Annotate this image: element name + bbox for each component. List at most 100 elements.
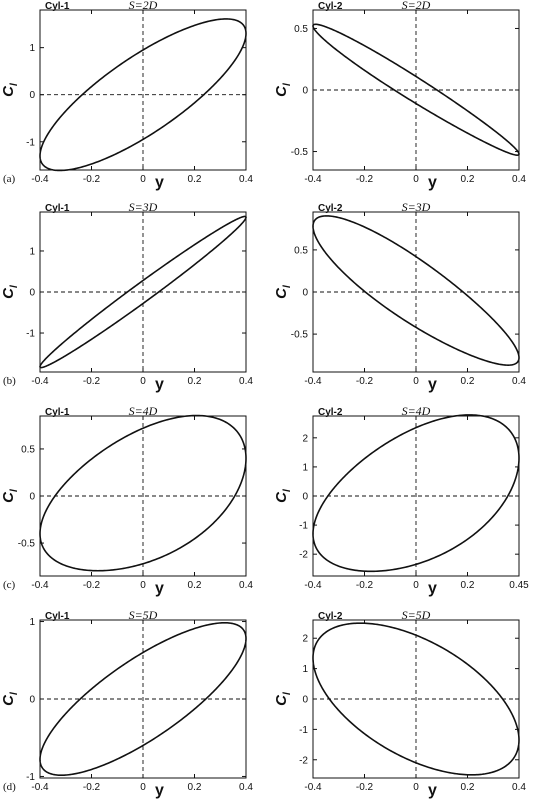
row-tag: (b) bbox=[3, 375, 16, 387]
y-tick-label: -1 bbox=[26, 137, 35, 148]
x-tick-label: -0.4 bbox=[31, 376, 49, 387]
y-axis-label: Cl bbox=[0, 692, 20, 706]
series-loop-1 bbox=[39, 621, 247, 777]
y-tick-label: 0.5 bbox=[294, 245, 308, 256]
y-tick-label: 2 bbox=[302, 634, 308, 645]
row-tag: (c) bbox=[3, 579, 16, 591]
y-tick-label: 0 bbox=[29, 492, 35, 503]
x-tick-label: -0.4 bbox=[31, 782, 49, 793]
y-axis-label: Cl bbox=[273, 489, 293, 503]
series-loop-1 bbox=[312, 622, 520, 776]
row-tag: (d) bbox=[3, 781, 16, 793]
y-tick-label: 0 bbox=[302, 492, 308, 503]
x-tick-label: -0.2 bbox=[83, 376, 101, 387]
panel-subtitle: S=2D bbox=[402, 0, 431, 12]
x-tick-label: 0.4 bbox=[512, 174, 526, 185]
y-axis-label: Cl bbox=[0, 489, 20, 503]
y-tick-label: -0.5 bbox=[291, 147, 309, 158]
y-tick-label: -2 bbox=[299, 550, 308, 561]
y-axis-label: Cl bbox=[0, 285, 20, 299]
x-tick-label: 0.45 bbox=[509, 580, 529, 591]
chart-panel-1: -0.4 -0.2 0 0.2 0.4 1 0 -1 Cyl-1 S=2D y Cl (a) bbox=[0, 0, 253, 191]
x-axis-label: y bbox=[428, 174, 437, 191]
y-axis-label: Cl bbox=[0, 83, 20, 97]
x-tick-label: -0.2 bbox=[356, 174, 374, 185]
x-axis-label: y bbox=[155, 782, 164, 799]
panel-title: Cyl-2 bbox=[318, 203, 343, 214]
panel-title: Cyl-1 bbox=[45, 611, 70, 622]
y-axis-label: Cl bbox=[273, 692, 293, 706]
panel-subtitle: S=4D bbox=[402, 404, 431, 418]
y-tick-label: -1 bbox=[26, 329, 35, 340]
y-tick-label: 0 bbox=[29, 288, 35, 299]
x-tick-label: 0.4 bbox=[512, 782, 526, 793]
y-tick-label: 0 bbox=[29, 90, 35, 101]
y-axis-label-subscript: l bbox=[282, 692, 293, 695]
x-tick-label: 0 bbox=[140, 782, 146, 793]
y-tick-label: -0.5 bbox=[291, 330, 309, 341]
x-tick-label: 0.4 bbox=[239, 782, 253, 793]
series-loop-1 bbox=[39, 215, 247, 369]
x-axis-label: y bbox=[155, 174, 164, 191]
x-tick-label: 0.2 bbox=[188, 580, 202, 591]
panel-subtitle: S=5D bbox=[402, 608, 431, 622]
y-tick-label: 0.5 bbox=[21, 444, 35, 455]
x-tick-label: -0.2 bbox=[83, 580, 101, 591]
x-tick-label: -0.2 bbox=[356, 580, 374, 591]
x-tick-label: -0.2 bbox=[83, 782, 101, 793]
x-tick-label: 0.4 bbox=[239, 580, 253, 591]
y-tick-label: 1 bbox=[302, 664, 308, 675]
panel-title: Cyl-1 bbox=[45, 203, 70, 214]
y-tick-label: 0 bbox=[302, 288, 308, 299]
y-tick-label: 0 bbox=[29, 695, 35, 706]
panel-subtitle: S=5D bbox=[129, 608, 158, 622]
x-tick-label: 0 bbox=[140, 174, 146, 185]
y-axis-label-subscript: l bbox=[9, 83, 20, 86]
x-tick-label: -0.2 bbox=[356, 782, 374, 793]
x-tick-label: 0 bbox=[413, 580, 419, 591]
y-tick-label: 0 bbox=[302, 86, 308, 97]
y-tick-label: -1 bbox=[299, 725, 308, 736]
x-tick-label: -0.2 bbox=[83, 174, 101, 185]
series-loop-1 bbox=[39, 414, 247, 572]
y-tick-label: 0.5 bbox=[294, 24, 308, 35]
y-tick-label: -2 bbox=[299, 755, 308, 766]
x-tick-label: 0 bbox=[413, 174, 419, 185]
x-tick-label: 0 bbox=[413, 376, 419, 387]
x-tick-label: -0.4 bbox=[304, 174, 322, 185]
x-tick-label: 0.2 bbox=[461, 174, 475, 185]
chart-panel-6: -0.4 -0.2 0 0.2 0.45 2 1 0 -1 -2 Cyl-2 S=4D y Cl bbox=[273, 404, 529, 597]
y-tick-label: 1 bbox=[29, 246, 35, 257]
x-tick-label: 0.2 bbox=[188, 376, 202, 387]
panel-subtitle: S=2D bbox=[129, 0, 158, 12]
panel-title: Cyl-2 bbox=[318, 611, 343, 622]
x-axis-label: y bbox=[428, 580, 437, 597]
y-axis-label-subscript: l bbox=[282, 285, 293, 288]
x-tick-label: 0.4 bbox=[239, 376, 253, 387]
row-tag: (a) bbox=[3, 173, 16, 185]
y-axis-label-subscript: l bbox=[282, 489, 293, 492]
x-tick-label: -0.4 bbox=[304, 376, 322, 387]
x-tick-label: -0.4 bbox=[304, 580, 322, 591]
chart-panel-2: -0.4 -0.2 0 0.2 0.4 0.5 0 -0.5 Cyl-2 S=2D y Cl bbox=[273, 0, 526, 191]
x-tick-label: 0.2 bbox=[461, 580, 475, 591]
y-tick-label: -1 bbox=[26, 772, 35, 783]
y-tick-label: 1 bbox=[29, 617, 35, 628]
y-axis-label: Cl bbox=[273, 83, 293, 97]
chart-panel-3: -0.4 -0.2 0 0.2 0.4 1 0 -1 Cyl-1 S=3D y Cl (b) bbox=[0, 200, 253, 393]
series-loop-1 bbox=[312, 215, 520, 366]
y-tick-label: -0.5 bbox=[18, 539, 36, 550]
y-axis-label-subscript: l bbox=[282, 83, 293, 86]
x-axis-label: y bbox=[155, 580, 164, 597]
panel-title: Cyl-1 bbox=[45, 1, 70, 12]
x-axis-label: y bbox=[428, 376, 437, 393]
x-tick-label: 0.2 bbox=[188, 174, 202, 185]
x-tick-label: 0.2 bbox=[461, 376, 475, 387]
y-tick-label: 1 bbox=[29, 43, 35, 54]
x-tick-label: 0.2 bbox=[461, 782, 475, 793]
x-tick-label: 0 bbox=[413, 782, 419, 793]
chart-panel-8: -0.4 -0.2 0 0.2 0.4 2 1 0 -1 -2 Cyl-2 S=5D y Cl bbox=[273, 608, 526, 799]
y-tick-label: 0 bbox=[302, 695, 308, 706]
y-tick-label: -1 bbox=[299, 521, 308, 532]
x-tick-label: -0.4 bbox=[304, 782, 322, 793]
